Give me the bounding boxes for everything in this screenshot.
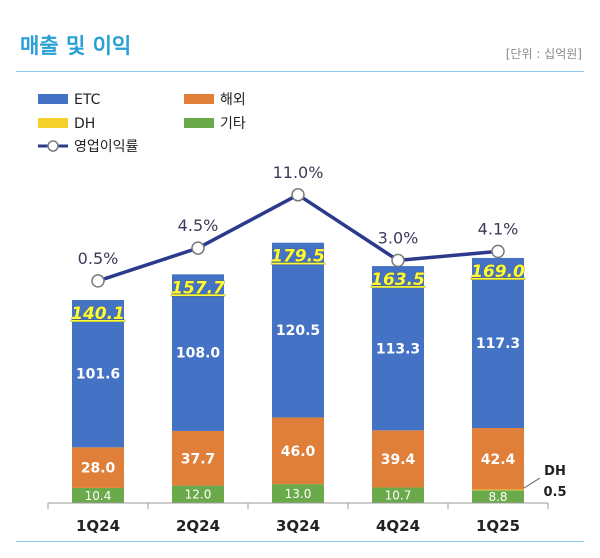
legend-swatch-dh bbox=[38, 118, 68, 128]
data-label-other-3Q24: 13.0 bbox=[285, 487, 312, 501]
bar-other-2Q24 bbox=[172, 485, 224, 503]
margin-label-1Q24: 0.5% bbox=[78, 249, 119, 268]
data-label-overseas-2Q24: 37.7 bbox=[181, 451, 216, 467]
data-label-overseas-3Q24: 46.0 bbox=[281, 444, 316, 460]
margin-point-2Q24 bbox=[191, 241, 205, 255]
legend-label-etc: ETC bbox=[74, 92, 101, 108]
margin-label-4Q24: 3.0% bbox=[378, 228, 419, 247]
x-tick-label-1Q25: 1Q25 bbox=[476, 517, 520, 535]
legend-label-overseas: 해외 bbox=[220, 92, 246, 108]
chart-title: 매출 및 이익 bbox=[20, 34, 132, 58]
bar-other-4Q24 bbox=[372, 487, 424, 503]
dh-callout-value: 0.5 bbox=[543, 485, 566, 500]
margin-label-1Q25: 4.1% bbox=[478, 219, 519, 238]
total-label-4Q24: 163.5 bbox=[371, 270, 425, 290]
legend-label-other: 기타 bbox=[220, 116, 246, 132]
legend-swatch-overseas bbox=[184, 94, 214, 104]
legend-swatch-margin-marker bbox=[47, 140, 59, 152]
bar-dh-1Q25 bbox=[472, 489, 524, 491]
data-label-overseas-1Q25: 42.4 bbox=[481, 452, 516, 468]
bar-etc-1Q24 bbox=[72, 300, 124, 448]
bar-overseas-2Q24 bbox=[172, 430, 224, 486]
margin-point-1Q25 bbox=[491, 244, 505, 259]
bar-etc-2Q24 bbox=[172, 274, 224, 431]
data-label-other-4Q24: 10.7 bbox=[385, 489, 412, 503]
legend-swatch-etc bbox=[38, 94, 68, 104]
legend-label-dh: DH bbox=[74, 116, 95, 132]
dh-callout-label: DH bbox=[544, 464, 566, 479]
bar-overseas-4Q24 bbox=[372, 430, 424, 488]
bars-layer: 10.4 28.0 101.6 140.1 12.0 37.7 108.0 157.7 13.0… bbox=[71, 242, 567, 504]
x-tick-label-2Q24: 2Q24 bbox=[176, 517, 220, 535]
x-axis: 1Q24 2Q24 3Q24 4Q24 1Q25 bbox=[47, 502, 549, 535]
data-label-other-2Q24: 12.0 bbox=[185, 488, 212, 502]
data-label-other-1Q25: 8.8 bbox=[488, 490, 507, 504]
margin-point-1Q24 bbox=[91, 274, 105, 288]
bar-other-3Q24 bbox=[272, 484, 324, 503]
bar-etc-4Q24 bbox=[372, 266, 424, 431]
margin-point-4Q24 bbox=[391, 253, 405, 268]
data-label-etc-1Q24: 101.6 bbox=[76, 367, 120, 383]
data-label-other-1Q24: 10.4 bbox=[85, 489, 112, 503]
data-label-etc-2Q24: 108.0 bbox=[176, 346, 221, 362]
bar-overseas-3Q24 bbox=[272, 417, 324, 485]
total-label-2Q24: 157.7 bbox=[171, 278, 225, 298]
margin-point-3Q24 bbox=[291, 188, 305, 202]
unit-label: [단위 : 십억원] bbox=[505, 47, 582, 61]
dh-callout-leader bbox=[523, 477, 541, 489]
bar-etc-3Q24 bbox=[272, 242, 324, 418]
data-label-etc-4Q24: 113.3 bbox=[376, 341, 420, 357]
margin-label-3Q24: 11.0% bbox=[273, 163, 324, 182]
data-label-etc-1Q25: 117.3 bbox=[476, 336, 520, 352]
bottom-divider bbox=[16, 541, 584, 542]
x-tick-label-3Q24: 3Q24 bbox=[276, 517, 320, 535]
total-label-1Q25: 169.0 bbox=[471, 262, 525, 282]
bar-overseas-1Q25 bbox=[472, 428, 524, 490]
bar-etc-1Q25 bbox=[472, 257, 524, 429]
data-label-etc-3Q24: 120.5 bbox=[276, 323, 320, 339]
bar-other-1Q24 bbox=[72, 487, 124, 503]
top-divider bbox=[16, 71, 584, 72]
bar-overseas-1Q24 bbox=[72, 447, 124, 488]
data-label-overseas-1Q24: 28.0 bbox=[81, 461, 116, 477]
margin-line-layer: 0.5% 4.5% 11.0% 3.0% 4.1% bbox=[78, 163, 519, 288]
data-label-overseas-4Q24: 39.4 bbox=[381, 452, 416, 468]
margin-label-2Q24: 4.5% bbox=[178, 216, 219, 235]
bar-other-1Q25 bbox=[472, 490, 524, 503]
x-tick-label-1Q24: 1Q24 bbox=[76, 517, 120, 535]
legend-swatch-other bbox=[184, 118, 214, 128]
total-label-1Q24: 140.1 bbox=[71, 304, 125, 324]
x-tick-label-4Q24: 4Q24 bbox=[376, 517, 420, 535]
total-label-3Q24: 179.5 bbox=[271, 247, 325, 267]
legend-label-margin: 영업이익률 bbox=[74, 139, 139, 155]
